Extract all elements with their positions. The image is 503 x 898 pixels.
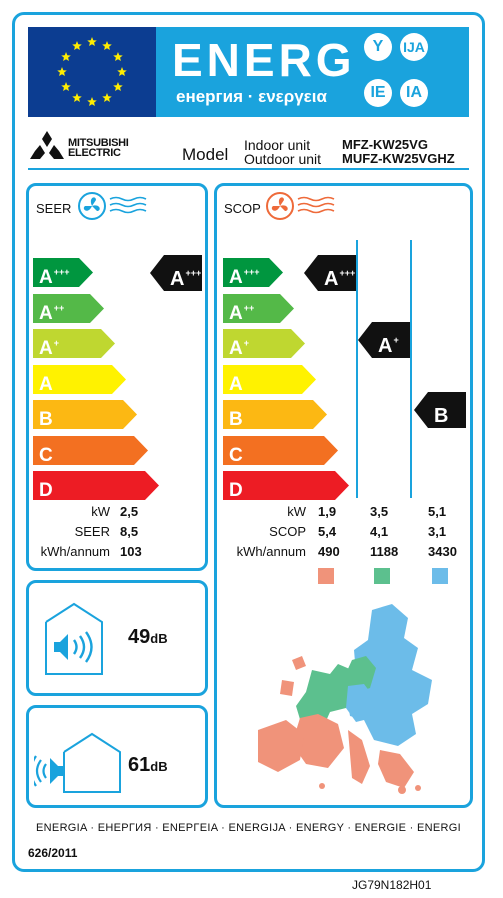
- seer-panel: [26, 183, 208, 571]
- seer-rating-text: A+++: [170, 268, 202, 290]
- seer-row-value: 103: [120, 544, 142, 559]
- scop-rating-cold: B: [414, 392, 466, 428]
- indoor-unit-value: MFZ-KW25VG: [342, 137, 428, 152]
- eu-star: [72, 41, 82, 51]
- eu-star: [57, 67, 67, 77]
- scop-row-value: 490: [318, 544, 340, 559]
- zone-divider: [356, 240, 358, 498]
- eu-star: [72, 92, 82, 103]
- eu-star: [117, 67, 127, 77]
- seer-row-label: kW: [91, 504, 110, 519]
- seer-scale-bar: C: [33, 435, 148, 466]
- house-speaker-icon: [29, 730, 124, 799]
- unit-values: MFZ-KW25VG MUFZ-KW25VGHZ: [342, 138, 455, 166]
- zone-color-swatch: [432, 568, 448, 584]
- scop-row-label: SCOP: [269, 524, 306, 539]
- lang-code-ia: IA: [400, 79, 428, 107]
- footer-languages: ENERGIA · ЕНЕРГИЯ · ΕΝΕΡΓΕΙΑ · ENERGIJA …: [36, 822, 461, 834]
- eu-star: [102, 92, 112, 103]
- seer-scale-bar: A: [33, 364, 126, 395]
- outdoor-noise-panel: [26, 705, 208, 808]
- scop-scale-bar: C: [223, 435, 338, 466]
- outdoor-unit-label: Outdoor unit: [244, 151, 322, 167]
- model-label: Model: [182, 145, 229, 164]
- scop-row-value: 4,1: [370, 524, 389, 539]
- zone-color-swatch: [318, 568, 334, 584]
- scop-scale-bar: A++: [223, 293, 294, 324]
- header-banner: ENERG енергия · ενεργεια Y IJA IE IA: [28, 27, 469, 117]
- energy-subtitle: енергия · ενεργεια: [176, 87, 327, 106]
- scop-row-label: kWh/annum: [236, 544, 306, 559]
- scop-row-value: 1,9: [318, 504, 337, 519]
- europe-map-icon: [252, 600, 452, 805]
- seer-row-label: kWh/annum: [40, 544, 110, 559]
- seer-rating-arrow: A+++: [150, 255, 202, 291]
- seer-row-value: 2,5: [120, 504, 139, 519]
- eu-star: [113, 52, 123, 62]
- label-frame: [12, 12, 485, 872]
- house-speaker-icon: [44, 602, 104, 681]
- eu-star: [102, 41, 112, 51]
- lang-code-y: Y: [364, 33, 392, 61]
- brand-name: MITSUBISHI ELECTRIC: [68, 137, 129, 159]
- mitsubishi-logo-icon: [30, 131, 64, 166]
- scop-row-value: 3430: [428, 544, 457, 559]
- indoor-noise-panel: [26, 580, 208, 696]
- fan-icon: [266, 191, 346, 226]
- label-code: JG79N182H01: [352, 878, 432, 892]
- scop-scale-bar: A+++: [223, 258, 283, 288]
- outdoor-noise-value: 61dB: [128, 754, 168, 776]
- scop-row-value: 1188: [370, 544, 399, 559]
- scop-scale-bar: A: [223, 364, 316, 395]
- regulation-number: 626/2011: [28, 846, 78, 860]
- seer-scale-bar: D: [33, 471, 159, 501]
- unit-labels: Indoor unit Outdoor unit: [244, 138, 321, 166]
- zone-divider: [410, 240, 412, 498]
- seer-scale-bar: A+++: [33, 258, 93, 288]
- seer-scale-bar: A++: [33, 293, 104, 324]
- indoor-unit-label: Indoor unit: [244, 137, 311, 153]
- eu-star: [61, 52, 71, 62]
- scop-rating-warm: A+++: [304, 255, 356, 291]
- scop-row-value: 3,5: [370, 504, 389, 519]
- scop-row-value: 5,4: [318, 524, 337, 539]
- seer-row-value: 8,5: [120, 524, 139, 539]
- energy-title: ENERG: [172, 34, 356, 86]
- scop-scale-bar: A+: [223, 329, 305, 359]
- eu-star: [113, 82, 123, 92]
- seer-row-label: SEER: [74, 524, 110, 539]
- fan-icon: [78, 191, 158, 226]
- zone-color-swatch: [374, 568, 390, 584]
- eu-star: [87, 37, 97, 47]
- eu-flag-icon: [28, 27, 156, 117]
- scop-scale-bar: D: [223, 471, 349, 501]
- scop-row-label: kW: [287, 504, 306, 519]
- outdoor-unit-value: MUFZ-KW25VGHZ: [342, 151, 455, 166]
- eu-star: [61, 82, 71, 92]
- indoor-noise-value: 49dB: [128, 626, 168, 648]
- scop-title: SCOP: [224, 201, 261, 216]
- seer-scale-bar: A+: [33, 329, 115, 359]
- seer-title: SEER: [36, 201, 72, 216]
- scop-row-value: 3,1: [428, 524, 447, 539]
- scop-scale-bar: B: [223, 400, 327, 430]
- eu-star: [87, 97, 97, 107]
- scop-row-value: 5,1: [428, 504, 447, 519]
- lang-code-ija: IJA: [400, 33, 428, 61]
- divider: [28, 168, 469, 170]
- scop-panel: [214, 183, 473, 808]
- seer-scale-bar: B: [33, 400, 137, 430]
- scop-rating-average: A+: [358, 322, 410, 358]
- lang-code-ie: IE: [364, 79, 392, 107]
